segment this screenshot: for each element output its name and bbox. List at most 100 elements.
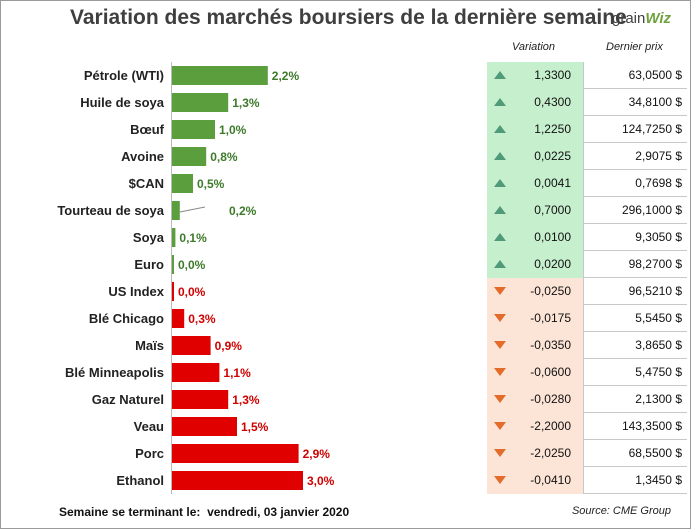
bar [171, 282, 174, 301]
last-price-value: 3,8650 $ [635, 338, 682, 352]
variation-value: -0,0280 [530, 392, 571, 406]
variation-value: 0,0200 [534, 257, 571, 271]
data-label: 0,5% [197, 177, 225, 191]
cell-divider [583, 170, 584, 197]
data-label: 1,5% [241, 420, 269, 434]
week-ending-label: Semaine se terminant le: [59, 505, 201, 519]
variation-column-header: Variation [512, 41, 556, 53]
up-arrow-icon [494, 179, 506, 187]
row-divider [583, 385, 687, 386]
cell-divider [583, 305, 584, 332]
down-arrow-icon [494, 287, 506, 295]
variation-value: 0,0225 [534, 149, 571, 163]
category-label: Gaz Naturel [91, 392, 164, 407]
bar [171, 417, 237, 436]
bar [171, 120, 215, 139]
label-leader-line [179, 206, 206, 213]
last-price-value: 68,5500 $ [628, 446, 682, 460]
category-label: Soya [132, 230, 164, 245]
up-arrow-icon [494, 260, 506, 268]
cell-divider [583, 89, 584, 116]
last-price-value: 9,3050 $ [635, 230, 682, 244]
week-ending-footer: Semaine se terminant le: vendredi, 03 ja… [59, 505, 349, 519]
row-divider [583, 466, 687, 467]
table-row: Gaz Naturel -0,0280 2,1300 $ [0, 386, 691, 413]
cell-divider [583, 413, 584, 440]
table-row: Blé Chicago -0,0175 5,5450 $ [0, 305, 691, 332]
last-price-value: 124,7250 $ [621, 122, 682, 136]
row-divider [583, 304, 687, 305]
row-divider [583, 439, 687, 440]
variation-value: 0,0100 [534, 230, 571, 244]
table-row: $CAN 0,0041 0,7698 $ [0, 170, 691, 197]
data-label: 0,0% [178, 285, 206, 299]
data-label: 0,0% [178, 258, 206, 272]
down-arrow-icon [494, 422, 506, 430]
data-label: 1,1% [223, 366, 251, 380]
category-label: Blé Chicago [88, 311, 164, 326]
category-label: Porc [135, 446, 164, 461]
variation-value: 0,4300 [534, 95, 571, 109]
table-row: US Index -0,0250 96,5210 $ [0, 278, 691, 305]
cell-divider [583, 62, 584, 89]
bar [171, 66, 268, 85]
category-label: Ethanol [116, 473, 164, 488]
variation-value: 1,3300 [534, 68, 571, 82]
table-row: Bœuf 1,2250 124,7250 $ [0, 116, 691, 143]
cell-divider [583, 359, 584, 386]
bar [171, 471, 303, 490]
row-divider [583, 88, 687, 89]
cell-divider [583, 440, 584, 467]
chart-axis [171, 62, 172, 494]
up-arrow-icon [494, 152, 506, 160]
category-label: Pétrole (WTI) [83, 68, 164, 83]
variation-value: -0,0350 [530, 338, 571, 352]
table-row: Soya 0,0100 9,3050 $ [0, 224, 691, 251]
bar [171, 147, 207, 166]
category-label: Tourteau de soya [57, 203, 164, 218]
cell-divider [583, 332, 584, 359]
cell-divider [583, 278, 584, 305]
table-row: Porc -2,0250 68,5500 $ [0, 440, 691, 467]
category-label: Blé Minneapolis [65, 365, 164, 380]
table-row: Ethanol -0,0410 1,3450 $ [0, 467, 691, 494]
last-price-value: 34,8100 $ [628, 95, 682, 109]
data-label: 0,8% [210, 150, 238, 164]
last-price-value: 98,2700 $ [628, 257, 682, 271]
source-note: Source: CME Group [571, 505, 671, 517]
last-price-value: 5,5450 $ [635, 311, 682, 325]
bar [171, 93, 229, 112]
variation-value: -0,0175 [530, 311, 571, 325]
variation-value: -0,0600 [530, 365, 571, 379]
row-divider [583, 331, 687, 332]
category-label: Veau [133, 419, 164, 434]
logo-text-wiz: Wiz [645, 10, 672, 27]
category-label: $CAN [128, 176, 164, 191]
cell-divider [583, 467, 584, 494]
row-divider [583, 223, 687, 224]
row-divider [583, 115, 687, 116]
last-price-value: 2,1300 $ [635, 392, 682, 406]
last-price-value: 63,0500 $ [628, 68, 682, 82]
grainwiz-logo: grainWiz [612, 10, 671, 27]
last-price-value: 0,7698 $ [635, 176, 682, 190]
cell-divider [583, 143, 584, 170]
variation-value: 0,0041 [534, 176, 571, 190]
data-label: 3,0% [307, 474, 335, 488]
variation-value: -0,0410 [530, 473, 571, 487]
row-divider [583, 277, 687, 278]
bar [171, 390, 229, 409]
variation-value: -2,2000 [530, 419, 571, 433]
data-label: 2,9% [303, 447, 331, 461]
cell-divider [583, 386, 584, 413]
category-label: Euro [134, 257, 164, 272]
data-label: 1,3% [232, 393, 260, 407]
bar [171, 174, 193, 193]
variation-value: 0,7000 [534, 203, 571, 217]
cell-divider [583, 224, 584, 251]
data-label: 0,9% [215, 339, 243, 353]
last-price-value: 143,3500 $ [621, 419, 682, 433]
category-label: US Index [108, 284, 164, 299]
bar [171, 228, 176, 247]
